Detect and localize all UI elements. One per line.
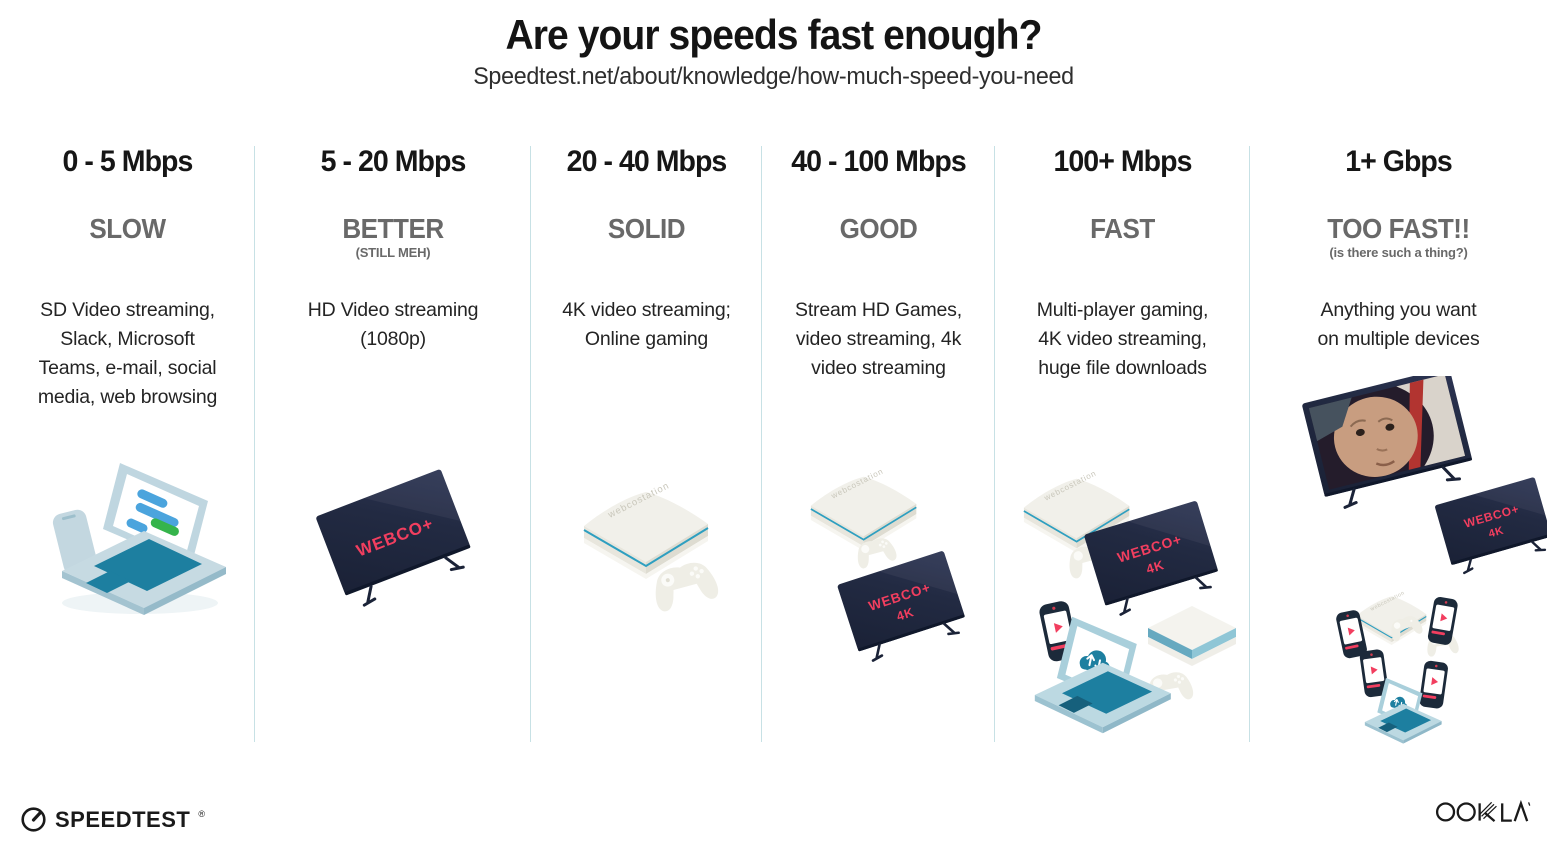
tv-4k-icon: WEBCO+ 4K [1434,477,1547,576]
rating-label: SLOW [9,214,246,244]
use-case-description: 4K video streaming; Online gaming [547,296,747,412]
page-title: Are your speeds fast enough? [54,12,1493,58]
illustration-area: webcostation WEBCO+ 4K [995,412,1250,844]
tv-4k-icon: WEBCO+ 4K [836,550,968,664]
rating-note: (STILL MEH) [255,245,531,261]
column-5-20-mbps: 5 - 20 Mbps BETTER (STILL MEH) HD Video … [255,144,531,844]
rating-note: (is there such a thing?) [1250,245,1547,261]
rating-label: GOOD [770,214,987,244]
column-100-plus-mbps: 100+ Mbps FAST Multi-player gaming, 4K v… [995,144,1250,844]
use-case-description: Multi-player gaming, 4K video streaming,… [1024,296,1222,412]
speed-range: 5 - 20 Mbps [262,144,524,180]
flat-console-icon [1148,606,1236,666]
game-console-illustration: webcostation [562,464,732,639]
column-40-100-mbps: 40 - 100 Mbps GOOD Stream HD Games, vide… [762,144,995,844]
rating-label: FAST [1004,214,1241,244]
game-console-icon: webcostation [1356,590,1425,645]
speed-range: 1+ Gbps [1257,144,1539,180]
use-case-description: SD Video streaming, Slack, Microsoft Tea… [29,296,227,412]
speedtest-wordmark: SPEEDTEST [55,807,190,833]
rating-label: TOO FAST!! [1260,214,1536,244]
source-url: Speedtest.net/about/knowledge/how-much-s… [23,62,1524,92]
registered-mark: ® [198,809,205,819]
illustration-area: webcostation [531,412,762,844]
speedtest-logo: SPEEDTEST ® [20,806,205,833]
use-case-description: HD Video streaming (1080p) [293,296,493,412]
ookla-wordmark [1435,796,1531,826]
use-case-description: Stream HD Games, video streaming, 4k vid… [786,296,971,412]
illustration-area: WEBCO+ 4K webcostation [1250,412,1547,844]
device-cluster-illustration: webcostation WEBCO+ 4K [998,460,1248,795]
smartphone-video-icon [1418,660,1448,709]
illustration-area: webcostation WEBCO+ 4K [762,412,995,844]
speed-range: 20 - 40 Mbps [537,144,756,180]
speed-range: 40 - 100 Mbps [768,144,989,180]
ookla-logo [1435,796,1531,831]
rating-label: SOLID [539,214,754,244]
column-20-40-mbps: 20 - 40 Mbps SOLID 4K video streaming; O… [531,144,762,844]
many-devices-illustration: WEBCO+ 4K webcostation [1249,376,1547,771]
speed-range: 0 - 5 Mbps [6,144,248,180]
column-0-5-mbps: 0 - 5 Mbps SLOW SD Video streaming, Slac… [0,144,255,844]
speed-tier-columns: 0 - 5 Mbps SLOW SD Video streaming, Slac… [0,144,1547,844]
tv-movie-icon [1301,376,1475,512]
game-console-icon: webcostation [810,467,915,551]
page-header: Are your speeds fast enough? Speedtest.n… [0,0,1547,92]
illustration-area: WEBCO+ [255,412,531,844]
tv-icon: WEBCO+ [315,469,476,610]
speed-range: 100+ Mbps [1001,144,1243,180]
astronaut-screen-art [1308,376,1464,490]
gauge-icon [20,806,47,833]
illustration-area [0,412,255,844]
rating-label: BETTER [265,214,522,244]
laptop-and-phone-illustration [28,455,228,620]
column-1-plus-gbps: 1+ Gbps TOO FAST!! (is there such a thin… [1250,144,1547,844]
console-and-4k-tv-illustration: webcostation WEBCO+ 4K [769,458,989,708]
hd-tv-illustration: WEBCO+ [308,456,478,636]
